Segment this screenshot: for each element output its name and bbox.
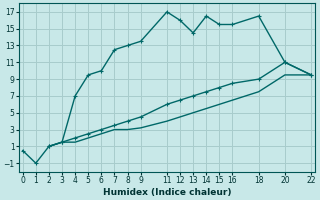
X-axis label: Humidex (Indice chaleur): Humidex (Indice chaleur)	[103, 188, 231, 197]
